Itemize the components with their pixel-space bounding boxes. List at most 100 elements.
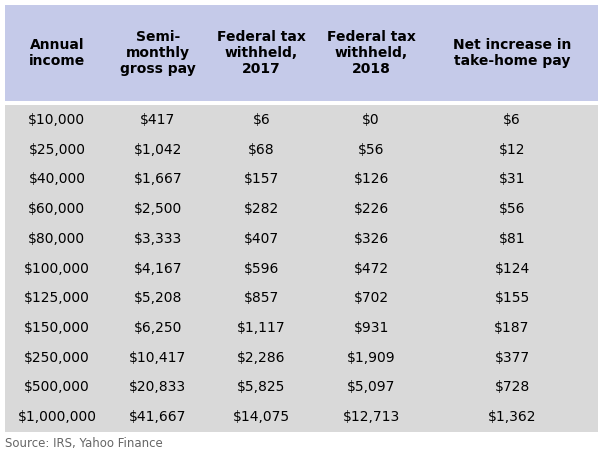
- Bar: [207, 313, 317, 343]
- Text: $125,000: $125,000: [24, 291, 90, 305]
- Bar: [109, 254, 207, 283]
- Text: $56: $56: [499, 202, 525, 216]
- Bar: [207, 373, 317, 402]
- Bar: [317, 164, 426, 194]
- Bar: [317, 5, 426, 101]
- Text: $326: $326: [353, 232, 389, 246]
- Bar: [317, 283, 426, 313]
- Bar: [207, 224, 317, 254]
- Bar: [109, 283, 207, 313]
- Bar: [109, 135, 207, 164]
- Text: $56: $56: [358, 143, 385, 157]
- Text: $596: $596: [244, 262, 279, 276]
- Text: $10,000: $10,000: [28, 113, 86, 127]
- Bar: [109, 224, 207, 254]
- Bar: [426, 373, 598, 402]
- Text: $126: $126: [353, 173, 389, 187]
- Bar: [109, 5, 207, 101]
- Bar: [109, 373, 207, 402]
- Text: $702: $702: [353, 291, 389, 305]
- Text: $14,075: $14,075: [233, 410, 290, 424]
- Bar: [109, 343, 207, 373]
- Text: $2,286: $2,286: [237, 350, 286, 365]
- Text: $6: $6: [503, 113, 521, 127]
- Bar: [5, 254, 109, 283]
- Bar: [426, 135, 598, 164]
- Bar: [207, 164, 317, 194]
- Bar: [207, 343, 317, 373]
- Bar: [5, 313, 109, 343]
- Text: $377: $377: [494, 350, 529, 365]
- Bar: [426, 224, 598, 254]
- Text: $500,000: $500,000: [24, 380, 90, 395]
- Text: $31: $31: [499, 173, 525, 187]
- Bar: [426, 402, 598, 432]
- Text: $68: $68: [248, 143, 275, 157]
- Text: $4,167: $4,167: [133, 262, 182, 276]
- Bar: [317, 313, 426, 343]
- Text: $3,333: $3,333: [134, 232, 182, 246]
- Bar: [317, 105, 426, 135]
- Bar: [109, 105, 207, 135]
- Bar: [109, 164, 207, 194]
- Text: $150,000: $150,000: [24, 321, 90, 335]
- Text: $20,833: $20,833: [129, 380, 186, 395]
- Bar: [426, 164, 598, 194]
- Text: Federal tax
withheld,
2018: Federal tax withheld, 2018: [327, 30, 415, 76]
- Bar: [317, 224, 426, 254]
- Text: $1,362: $1,362: [488, 410, 536, 424]
- Text: $6: $6: [253, 113, 270, 127]
- Text: $5,097: $5,097: [347, 380, 396, 395]
- Text: $5,208: $5,208: [133, 291, 182, 305]
- Text: $5,825: $5,825: [238, 380, 286, 395]
- Text: $282: $282: [244, 202, 279, 216]
- Text: $407: $407: [244, 232, 279, 246]
- Text: $60,000: $60,000: [28, 202, 86, 216]
- Bar: [5, 224, 109, 254]
- Text: $1,000,000: $1,000,000: [17, 410, 96, 424]
- Bar: [5, 105, 109, 135]
- Text: $12,713: $12,713: [343, 410, 400, 424]
- Text: Net increase in
take-home pay: Net increase in take-home pay: [453, 38, 571, 68]
- Text: $155: $155: [494, 291, 529, 305]
- Bar: [109, 194, 207, 224]
- Bar: [5, 373, 109, 402]
- Text: $25,000: $25,000: [28, 143, 86, 157]
- Bar: [426, 5, 598, 101]
- Bar: [207, 402, 317, 432]
- Bar: [426, 194, 598, 224]
- Text: $857: $857: [244, 291, 279, 305]
- Bar: [207, 254, 317, 283]
- Bar: [426, 254, 598, 283]
- Bar: [207, 105, 317, 135]
- Bar: [5, 135, 109, 164]
- Bar: [317, 373, 426, 402]
- Text: $157: $157: [244, 173, 279, 187]
- Text: $10,417: $10,417: [129, 350, 186, 365]
- Text: $1,667: $1,667: [133, 173, 182, 187]
- Bar: [207, 194, 317, 224]
- Text: Annual
income: Annual income: [29, 38, 85, 68]
- Text: $417: $417: [140, 113, 175, 127]
- Text: $2,500: $2,500: [134, 202, 182, 216]
- Bar: [317, 135, 426, 164]
- Bar: [109, 402, 207, 432]
- Text: $931: $931: [353, 321, 389, 335]
- Text: $81: $81: [499, 232, 525, 246]
- Bar: [426, 343, 598, 373]
- Bar: [5, 164, 109, 194]
- Text: Federal tax
withheld,
2017: Federal tax withheld, 2017: [217, 30, 306, 76]
- Text: $1,042: $1,042: [133, 143, 182, 157]
- Text: $250,000: $250,000: [24, 350, 90, 365]
- Bar: [426, 313, 598, 343]
- Text: Semi-
monthly
gross pay: Semi- monthly gross pay: [120, 30, 195, 76]
- Text: $728: $728: [494, 380, 529, 395]
- Text: $12: $12: [499, 143, 525, 157]
- Bar: [426, 283, 598, 313]
- Bar: [207, 135, 317, 164]
- Bar: [207, 283, 317, 313]
- Text: $80,000: $80,000: [28, 232, 86, 246]
- Text: $226: $226: [353, 202, 389, 216]
- Bar: [5, 194, 109, 224]
- Text: $41,667: $41,667: [129, 410, 186, 424]
